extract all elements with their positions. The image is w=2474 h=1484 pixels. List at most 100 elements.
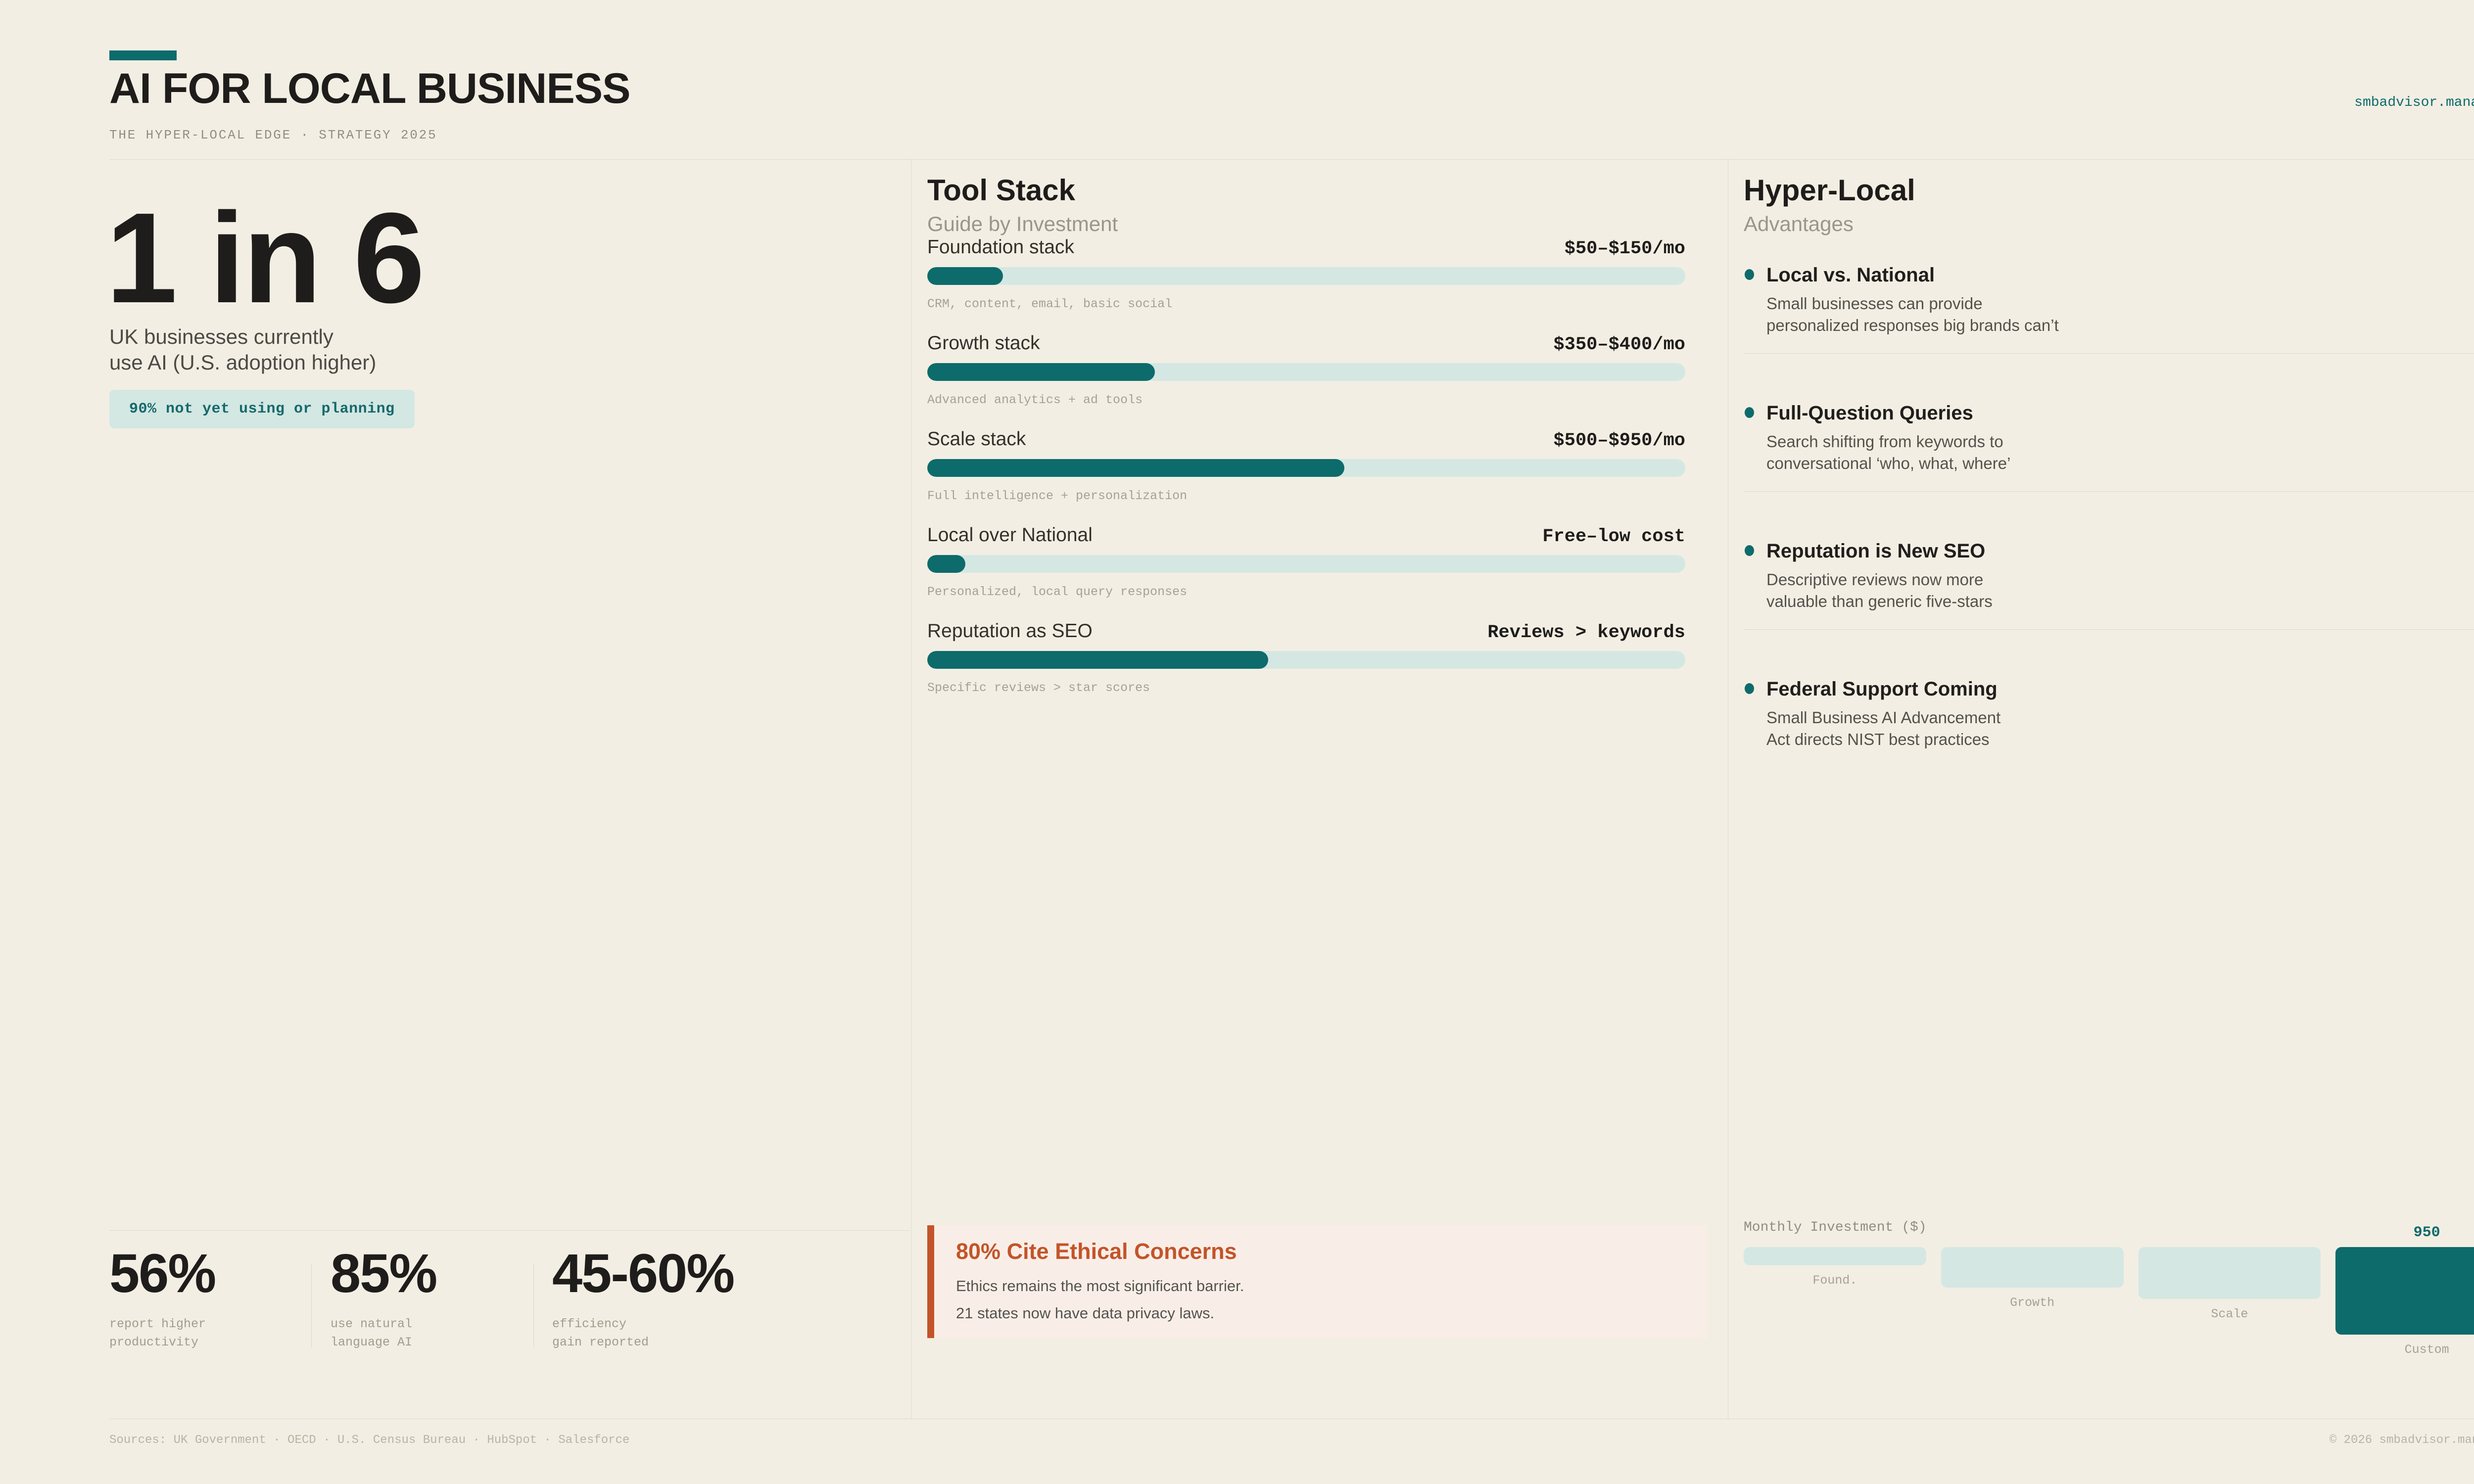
bullet-dot-icon — [1745, 683, 1754, 694]
progress-fill — [927, 267, 1003, 285]
chart-bar-group: Found. — [1744, 1247, 1926, 1288]
footer-sources: Sources: UK Government · OECD · U.S. Cen… — [109, 1434, 630, 1447]
hero-stat: 1 in 6 — [106, 186, 425, 330]
progress-fill — [927, 651, 1269, 669]
advantage-item: Reputation is New SEO Descriptive review… — [1744, 540, 2474, 612]
progress-fill — [927, 363, 1155, 381]
tool-stack-row-value: Reviews > keywords — [1487, 622, 1685, 643]
hero-description-line2: use AI (U.S. adoption higher) — [109, 351, 377, 374]
stat-caption: report higher productivity — [109, 1315, 215, 1351]
chart-bar-label: Scale — [2211, 1307, 2248, 1321]
tool-stack-row-head: Local over National Free–low cost — [927, 524, 1685, 547]
stat-value: 85% — [331, 1243, 437, 1304]
tool-stack-row-label: Local over National — [927, 524, 1093, 546]
advantage-item: Local vs. National Small businesses can … — [1744, 264, 2474, 336]
advantage-item-title: Reputation is New SEO — [1766, 540, 1986, 562]
advantage-item-body: Federal Support Coming Small Business AI… — [1766, 678, 2474, 750]
advantage-item-title: Federal Support Coming — [1766, 678, 1998, 700]
progress-track — [927, 363, 1685, 381]
callout-title: 80% Cite Ethical Concerns — [956, 1239, 1237, 1264]
chart-bar-group: Growth — [1941, 1247, 2124, 1310]
tool-stack-row-value: $50–$150/mo — [1564, 238, 1685, 259]
monthly-investment-chart: Found. Growth Scale 950 Custom — [1744, 1224, 2474, 1357]
chart-bar-label: Custom — [2404, 1343, 2449, 1357]
stat-separator — [311, 1264, 312, 1347]
advantages-subtitle: Advantages — [1744, 212, 1854, 235]
tool-stack-row-caption: Full intelligence + personalization — [927, 489, 1188, 503]
bullet-dot-icon — [1745, 407, 1754, 418]
advantage-item-desc-line2: Act directs NIST best practices — [1766, 730, 1990, 748]
advantage-item-desc-line1: Descriptive reviews now more — [1766, 570, 1984, 589]
tool-stack-row-label: Growth stack — [927, 332, 1040, 354]
tool-stack-row-head: Scale stack $500–$950/mo — [927, 428, 1685, 451]
progress-track — [927, 651, 1685, 669]
tool-stack-row: Scale stack $500–$950/mo Full intelligen… — [927, 428, 1685, 503]
chart-bar-group: Scale — [2138, 1247, 2321, 1321]
advantage-item-title: Local vs. National — [1766, 264, 1935, 286]
stat-block: 56% report higher productivity — [109, 1243, 216, 1351]
chart-bar-highlighted — [2335, 1247, 2474, 1335]
advantage-item-desc-line2: conversational ‘who, what, where’ — [1766, 454, 2011, 472]
advantage-item-desc-line1: Search shifting from keywords to — [1766, 432, 2003, 451]
stat-caption-line2: language AI — [331, 1335, 413, 1349]
stat-caption: efficiency gain reported — [552, 1315, 734, 1351]
stat-caption: use natural language AI — [331, 1315, 436, 1351]
bullet-dot-icon — [1745, 269, 1754, 280]
chart-bar-value-label: 950 — [2413, 1224, 2440, 1241]
chart-bar — [2138, 1247, 2321, 1299]
stat-caption-line2: productivity — [109, 1335, 199, 1349]
advantages-title: Hyper-Local — [1744, 174, 1915, 207]
advantage-item-desc: Search shifting from keywords to convers… — [1766, 431, 2474, 474]
advantage-item-desc: Descriptive reviews now more valuable th… — [1766, 569, 2474, 612]
accent-bar — [109, 50, 177, 60]
advantage-item: Full-Question Queries Search shifting fr… — [1744, 402, 2474, 474]
tool-stack-row-caption: Specific reviews > star scores — [927, 681, 1150, 695]
bullet-dot-icon — [1745, 545, 1754, 556]
tool-stack-row: Foundation stack $50–$150/mo CRM, conten… — [927, 236, 1685, 311]
callout-line2: 21 states now have data privacy laws. — [956, 1304, 1215, 1322]
stats-divider — [109, 1230, 909, 1231]
stat-separator — [533, 1264, 534, 1347]
stat-caption-line1: use natural — [331, 1317, 413, 1331]
ethical-concerns-callout: 80% Cite Ethical Concerns Ethics remains… — [927, 1225, 1707, 1338]
tool-stack-row-head: Reputation as SEO Reviews > keywords — [927, 620, 1685, 643]
tool-stack-row-label: Foundation stack — [927, 236, 1075, 258]
stat-caption-line1: report higher — [109, 1317, 206, 1331]
stat-block: 85% use natural language AI — [331, 1243, 437, 1351]
hero-description: UK businesses currently use AI (U.S. ado… — [109, 324, 376, 375]
stat-caption-line2: gain reported — [552, 1335, 649, 1349]
advantage-item-desc: Small businesses can provide personalize… — [1766, 293, 2474, 336]
tool-stack-row-value: $350–$400/mo — [1553, 334, 1685, 355]
tool-stack-row-value: $500–$950/mo — [1553, 430, 1685, 451]
hero-badge: 90% not yet using or planning — [109, 390, 415, 428]
advantage-item-desc-line1: Small businesses can provide — [1766, 294, 1983, 313]
site-url: smbadvisor.management — [2354, 95, 2474, 110]
chart-bar — [1941, 1247, 2124, 1288]
header-divider — [109, 159, 2474, 160]
tool-stack-row-caption: Advanced analytics + ad tools — [927, 393, 1143, 407]
stat-value: 45-60% — [552, 1243, 735, 1304]
progress-track — [927, 555, 1685, 573]
chart-bar — [1744, 1247, 1926, 1265]
advantage-item-desc: Small Business AI Advancement Act direct… — [1766, 707, 2474, 750]
tool-stack-row-value: Free–low cost — [1542, 526, 1685, 547]
advantage-item-desc-line2: valuable than generic five-stars — [1766, 592, 1993, 610]
tool-stack-row-label: Scale stack — [927, 428, 1026, 450]
footer-copyright: © 2026 smbadvisor.management — [2329, 1434, 2474, 1447]
advantage-divider — [1744, 491, 2474, 492]
advantage-item-desc-line2: personalized responses big brands can’t — [1766, 316, 2059, 334]
tool-stack-row: Reputation as SEO Reviews > keywords Spe… — [927, 620, 1685, 695]
hero-description-line1: UK businesses currently — [109, 325, 333, 348]
stat-value: 56% — [109, 1243, 216, 1304]
advantage-item: Federal Support Coming Small Business AI… — [1744, 678, 2474, 750]
chart-title: Monthly Investment ($) — [1744, 1220, 1927, 1235]
hero-badge-label: 90% not yet using or planning — [129, 401, 395, 417]
progress-fill — [927, 459, 1344, 477]
tool-stack-row: Local over National Free–low cost Person… — [927, 524, 1685, 599]
advantage-divider — [1744, 629, 2474, 630]
tool-stack-row-caption: Personalized, local query responses — [927, 585, 1188, 599]
advantage-item-body: Reputation is New SEO Descriptive review… — [1766, 540, 2474, 612]
advantage-divider — [1744, 353, 2474, 354]
callout-line1: Ethics remains the most significant barr… — [956, 1277, 1244, 1295]
